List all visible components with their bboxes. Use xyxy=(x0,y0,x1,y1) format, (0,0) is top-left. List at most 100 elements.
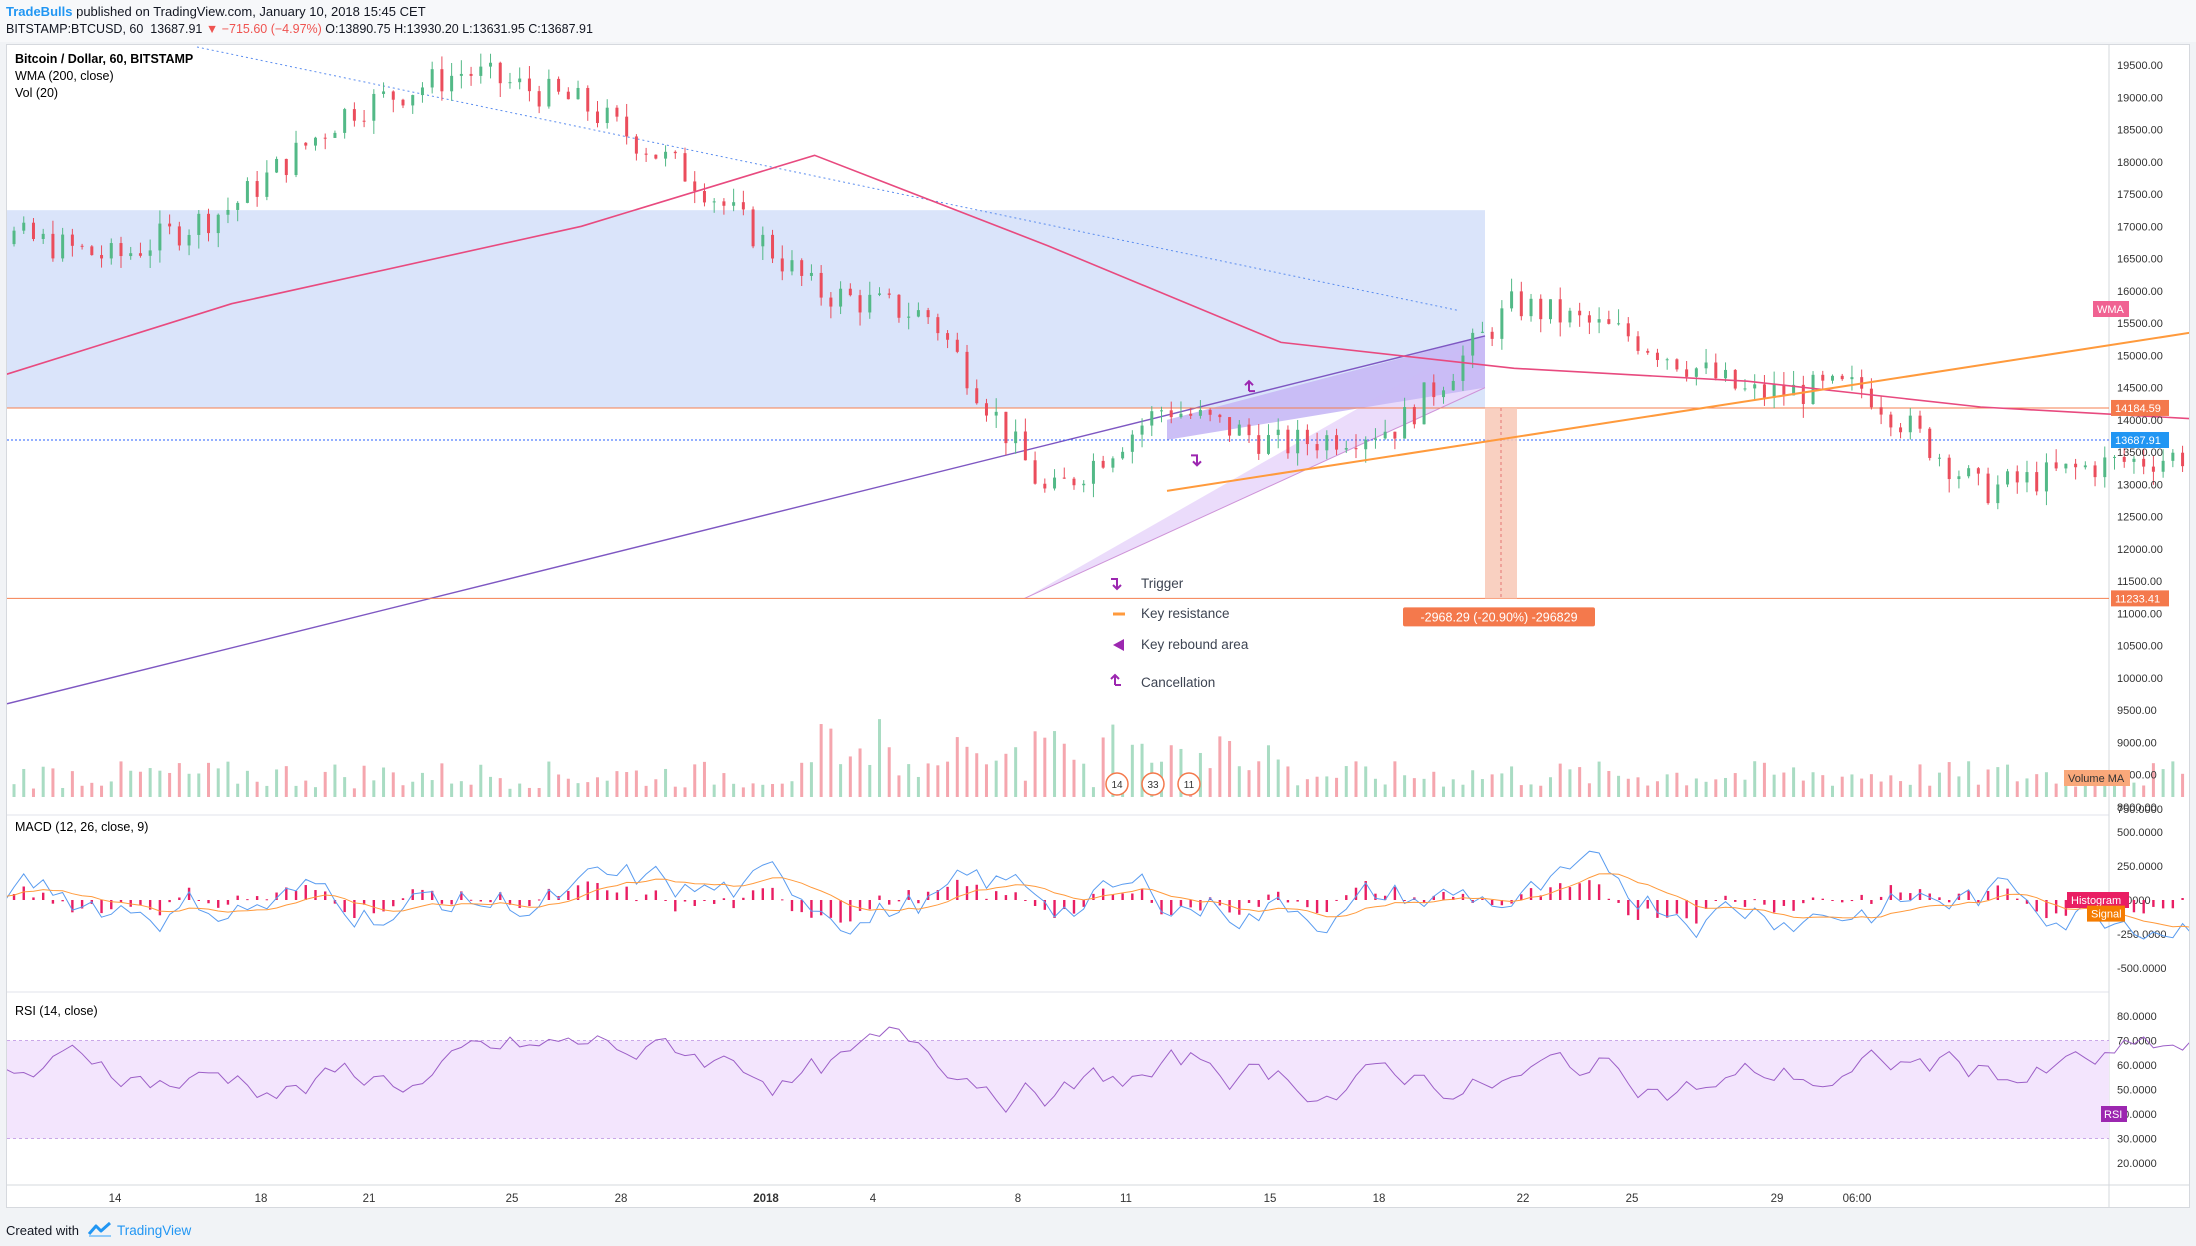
volume-ma-tag: Volume MA xyxy=(2064,770,2130,786)
candle-body xyxy=(984,403,988,416)
volume-bar xyxy=(2122,779,2126,797)
volume-bar xyxy=(615,771,619,797)
candle-body xyxy=(839,288,843,307)
event-badge-count: 11 xyxy=(1184,780,1195,791)
macd-histogram-bar xyxy=(1938,897,1941,900)
macd-histogram-bar xyxy=(1422,900,1426,903)
price-change: ▼ −715.60 (−4.97%) xyxy=(205,22,322,36)
candle-body xyxy=(1967,468,1971,477)
author-link[interactable]: TradeBulls xyxy=(6,4,73,19)
volume-bar xyxy=(1169,745,1173,797)
macd-histogram-bar xyxy=(1374,893,1377,900)
macd-histogram-bar xyxy=(975,884,978,900)
volume-bar xyxy=(1665,774,1669,797)
candle-body xyxy=(1111,458,1115,468)
volume-bar xyxy=(1801,780,1805,797)
volume-bar xyxy=(148,768,152,797)
macd-tick-label: 500.0000 xyxy=(2117,827,2163,839)
volume-bar xyxy=(1023,780,1027,797)
candle-body xyxy=(1636,336,1640,351)
volume-bar xyxy=(1004,753,1008,797)
macd-histogram-bar xyxy=(917,900,920,904)
rsi-tick-label: 30.0000 xyxy=(2117,1134,2157,1146)
macd-histogram-bar xyxy=(1646,900,1649,909)
macd-histogram-bar xyxy=(1257,900,1260,907)
volume-bar xyxy=(313,787,317,797)
candle-body xyxy=(1179,413,1183,418)
candle-body xyxy=(1412,407,1416,425)
macd-tick-label: -500.0000 xyxy=(2117,963,2167,975)
volume-bar xyxy=(1597,761,1601,797)
candle-body xyxy=(1587,315,1591,323)
macd-histogram-bar xyxy=(596,883,599,900)
candle-body xyxy=(430,69,434,88)
macd-histogram-bar xyxy=(1452,896,1455,900)
rsi-tick-label: 80.0000 xyxy=(2117,1011,2157,1023)
macd-histogram-bar xyxy=(1627,900,1630,916)
volume-bar xyxy=(1899,781,1903,797)
macd-histogram-bar xyxy=(1636,900,1640,920)
time-tick-label: 28 xyxy=(615,1193,628,1205)
candle-body xyxy=(761,234,765,247)
macd-histogram-bar xyxy=(226,900,230,905)
candle-body xyxy=(1675,359,1679,370)
signal-tag-bg xyxy=(2087,905,2125,922)
chart-canvas[interactable]: -2968.29 (-20.90%) -296829 Bitcoin / Doll… xyxy=(7,45,2189,1207)
macd-histogram-bar xyxy=(2132,900,2136,913)
candle-body xyxy=(1889,414,1893,428)
chart-frame[interactable]: -2968.29 (-20.90%) -296829 Bitcoin / Doll… xyxy=(6,44,2190,1208)
volume-bar xyxy=(90,782,94,797)
candle-body xyxy=(1957,476,1961,480)
macd-histogram-bar xyxy=(1014,892,1017,900)
macd-histogram-bar xyxy=(829,900,833,918)
volume-bar xyxy=(323,771,327,797)
candle-body xyxy=(1305,429,1309,445)
volume-bar xyxy=(1403,775,1407,797)
candle-body xyxy=(1354,448,1358,450)
candle-body xyxy=(148,250,152,256)
candle-body xyxy=(352,109,356,121)
price-tick-label: 11500.00 xyxy=(2117,576,2162,588)
candle-body xyxy=(693,181,697,191)
histogram-tag-bg xyxy=(2067,892,2129,908)
volume-bar xyxy=(586,782,590,797)
footer: Created with TradingView xyxy=(0,1212,2196,1246)
candle-body xyxy=(1626,323,1630,337)
macd-histogram-bar xyxy=(1481,898,1484,900)
volume-bar xyxy=(498,778,502,797)
wma-line xyxy=(7,154,2189,420)
volume-bar xyxy=(984,764,988,797)
volume-bar xyxy=(1840,776,1844,797)
macd-histogram-bar xyxy=(1811,897,1815,900)
macd-histogram-bar xyxy=(586,881,589,900)
tradingview-brand-link[interactable]: TradingView xyxy=(117,1223,192,1238)
candle-body xyxy=(576,87,580,100)
volume-bar xyxy=(216,768,220,797)
volume-bar xyxy=(1510,766,1514,797)
volume-bar xyxy=(129,770,133,797)
volume-bar xyxy=(2103,784,2107,797)
volume-bar xyxy=(712,784,716,797)
volume-ma-tag-bg xyxy=(2064,770,2130,786)
volume-bar xyxy=(547,761,551,797)
candle-body xyxy=(790,260,794,272)
candle-body xyxy=(1198,409,1202,416)
candle-body xyxy=(411,95,415,106)
macd-histogram-bar xyxy=(1315,900,1319,913)
publish-info: published on TradingView.com, January 10… xyxy=(76,4,426,19)
tradingview-logo-icon xyxy=(88,1221,111,1237)
volume-bar xyxy=(1850,774,1854,797)
time-tick-label: 11 xyxy=(1120,1193,1132,1205)
volume-bar xyxy=(848,756,852,797)
candle-body xyxy=(2142,458,2146,467)
rebound-icon xyxy=(1113,639,1124,651)
volume-bar xyxy=(1617,775,1621,797)
macd-histogram-bar xyxy=(450,900,453,905)
price-tick-label: 14500.00 xyxy=(2117,383,2163,395)
macd-histogram-bar xyxy=(1665,900,1669,918)
candle-body xyxy=(1403,407,1407,439)
volume-bar xyxy=(168,772,172,797)
macd-histogram-bar xyxy=(635,900,638,902)
macd-histogram-bar xyxy=(110,900,113,910)
candle-body xyxy=(1091,460,1095,484)
